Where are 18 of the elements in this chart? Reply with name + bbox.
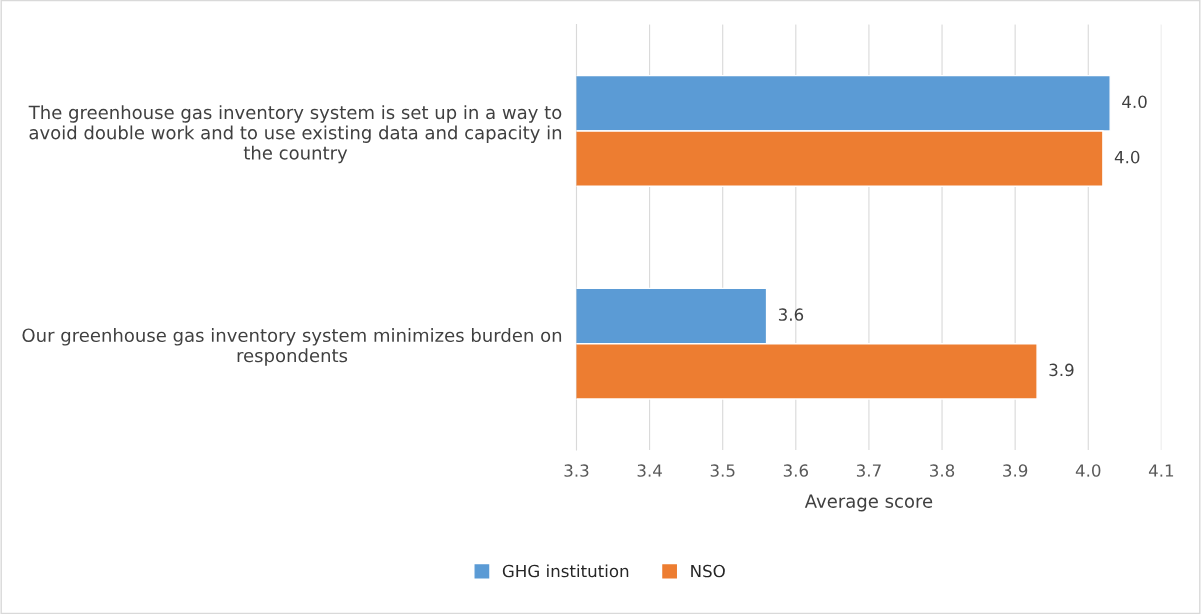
legend-label: NSO [691,564,725,578]
x-tick-label: 3.5 [710,464,735,477]
y-tick-label: The greenhouse gas inventory system is set up in a way to avoid double work and to use existing data and capacity in the country [28,105,562,164]
data-label: 3.9 [1049,363,1074,377]
data-label: 3.6 [778,308,804,321]
x-tick-label: 4.0 [1075,464,1101,477]
x-tick-label: 3.3 [564,464,589,477]
data-label: 4.0 [1114,150,1140,164]
x-axis-title: Average score [804,494,933,512]
x-tick-label: 4.1 [1148,464,1174,477]
y-tick-label: Our greenhouse gas inventory system minimizes burden on respondents [22,328,562,366]
data-label: 4.0 [1122,95,1147,109]
x-tick-label: 3.6 [783,464,809,477]
x-tick-label: 3.8 [930,464,955,477]
legend-label: GHG institution [502,564,629,578]
x-tick-label: 3.4 [637,464,662,477]
x-tick-label: 3.9 [1003,464,1028,477]
x-tick-label: 3.7 [856,464,881,477]
